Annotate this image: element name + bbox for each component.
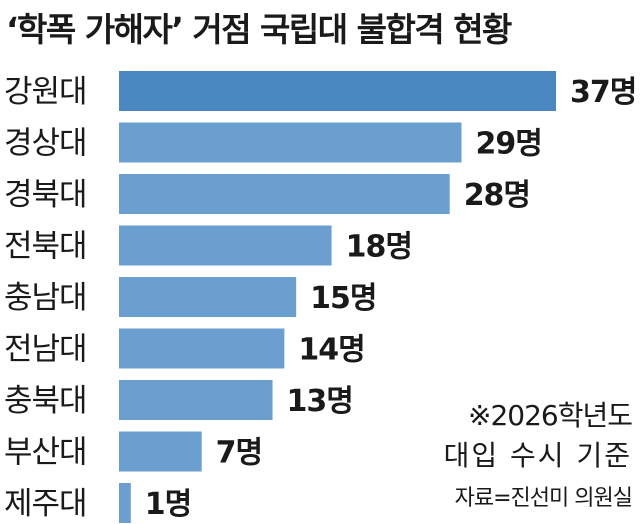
category-label: 제주대	[4, 486, 87, 522]
value-label: 7명	[216, 436, 262, 471]
category-label: 경상대	[4, 126, 87, 162]
bar	[119, 380, 273, 420]
chart-title: ‘학폭 가해자’ 거점 국립대 불합격 현황	[6, 10, 512, 49]
note-year: ※2026학년도	[468, 399, 633, 432]
value-label: 29명	[476, 127, 542, 162]
bar	[119, 71, 556, 111]
value-label: 14명	[298, 333, 364, 368]
category-label: 부산대	[4, 435, 87, 471]
note-basis: 대입 수시 기준	[443, 439, 632, 472]
bar	[119, 174, 450, 214]
category-label: 충북대	[4, 383, 87, 419]
bar	[119, 483, 131, 523]
category-label: 전남대	[4, 332, 87, 368]
bar	[119, 328, 285, 369]
value-label: 15명	[310, 281, 376, 316]
category-label: 강원대	[4, 74, 87, 110]
category-label: 충남대	[4, 280, 87, 316]
bar	[119, 225, 332, 266]
value-label: 37명	[570, 75, 636, 110]
value-label: 18명	[346, 230, 412, 265]
value-label: 28명	[464, 178, 530, 213]
bar	[119, 277, 297, 317]
value-label: 13명	[287, 384, 353, 419]
value-label: 1명	[145, 487, 191, 522]
bar	[119, 431, 202, 472]
category-label: 경북대	[4, 177, 87, 213]
source-note: 자료=진선미 의원실	[454, 486, 633, 511]
category-label: 전북대	[4, 229, 87, 265]
bar	[119, 122, 462, 163]
